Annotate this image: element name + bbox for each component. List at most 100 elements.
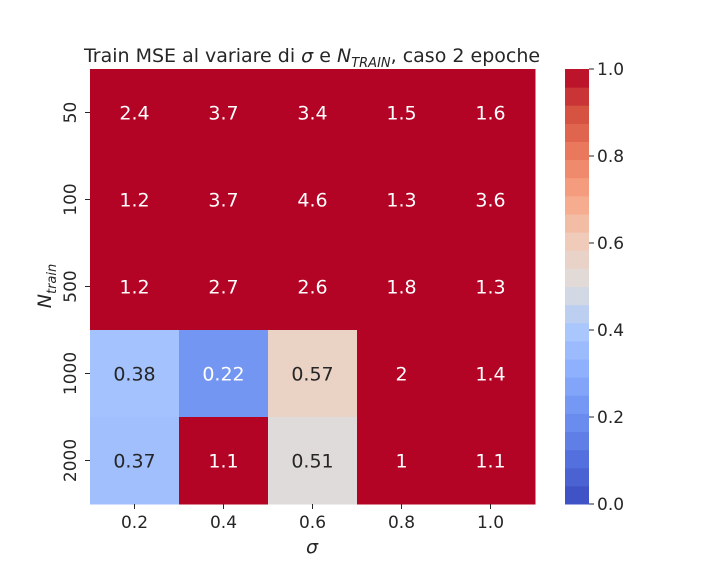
heatmap-cell <box>357 417 447 505</box>
colorbar-tick-label: 1.0 <box>597 60 624 80</box>
colorbar-segment <box>565 413 589 432</box>
colorbar-tick-label: 0.4 <box>597 321 624 341</box>
colorbar-segment <box>565 105 589 124</box>
colorbar-tick-label: 0.0 <box>597 495 624 515</box>
heatmap-cell <box>357 156 447 244</box>
heatmap-cell <box>446 243 536 331</box>
cell-annotation: 1.3 <box>475 277 505 299</box>
cell-annotation: 2 <box>395 364 407 386</box>
heatmap-cell <box>179 243 269 331</box>
colorbar-segment <box>565 232 589 251</box>
colorbar-segment <box>565 250 589 269</box>
cell-annotation: 1.4 <box>475 364 505 386</box>
colorbar-segment <box>565 395 589 414</box>
heatmap-annotations: 2.4 3.7 3.4 1.5 1.6 1.2 3.7 4.6 1.3 3.6 1.2 2.7 2.6 1… <box>113 103 505 473</box>
cell-annotation: 1.2 <box>119 277 149 299</box>
heatmap-cell <box>357 243 447 331</box>
colorbar-segment <box>565 268 589 287</box>
cell-annotation: 3.7 <box>208 190 238 212</box>
heatmap-cell <box>446 69 536 157</box>
y-tick-label: 500 <box>61 270 81 302</box>
colorbar-segment <box>565 141 589 161</box>
cell-annotation: 3.7 <box>208 103 238 125</box>
heatmap-cell <box>357 330 447 418</box>
x-axis-label: σ <box>306 536 319 558</box>
colorbar-segment <box>565 69 589 88</box>
colorbar-segment <box>565 449 589 469</box>
y-tick-label: 1000 <box>61 352 81 395</box>
cell-annotation: 1.5 <box>386 103 416 125</box>
colorbar <box>565 69 589 505</box>
y-axis-label: Ntrain <box>34 264 60 308</box>
cell-annotation: 1.1 <box>208 451 238 473</box>
heatmap-cell <box>179 330 269 418</box>
heatmap-cell <box>90 417 180 505</box>
heatmap-cells <box>90 69 536 505</box>
colorbar-segment <box>565 359 589 378</box>
cell-annotation: 3.6 <box>475 190 505 212</box>
cell-annotation: 1.1 <box>475 451 505 473</box>
colorbar-segment <box>565 340 589 360</box>
colorbar-tick-label: 0.8 <box>597 147 624 167</box>
colorbar-segment <box>565 123 589 142</box>
cell-annotation: 0.38 <box>113 364 155 386</box>
x-axis-ticks: 0.2 0.4 0.6 0.8 1.0 <box>121 504 504 533</box>
colorbar-segment <box>565 286 589 306</box>
y-axis-ticks: 50 100 500 1000 2000 <box>61 102 90 482</box>
x-tick-label: 0.8 <box>388 513 415 533</box>
x-tick-label: 0.6 <box>299 513 326 533</box>
colorbar-tick-label: 0.6 <box>597 234 624 254</box>
heatmap-cell <box>268 69 358 157</box>
heatmap-cell <box>268 417 358 505</box>
heatmap-cell <box>446 330 536 418</box>
x-tick-label: 0.2 <box>121 513 148 533</box>
cell-annotation: 2.6 <box>297 277 327 299</box>
heatmap-cell <box>90 330 180 418</box>
cell-annotation: 1 <box>395 451 407 473</box>
cell-annotation: 0.22 <box>202 364 244 386</box>
colorbar-tick-label: 0.2 <box>597 408 624 428</box>
heatmap-cell <box>90 243 180 331</box>
colorbar-segment <box>565 159 589 179</box>
cell-annotation: 0.37 <box>113 451 155 473</box>
colorbar-segment <box>565 467 589 487</box>
cell-annotation: 4.6 <box>297 190 327 212</box>
cell-annotation: 1.8 <box>386 277 416 299</box>
x-tick-label: 0.4 <box>210 513 237 533</box>
cell-annotation: 0.51 <box>291 451 333 473</box>
heatmap-cell <box>357 69 447 157</box>
cell-annotation: 1.2 <box>119 190 149 212</box>
cell-annotation: 2.4 <box>119 103 149 125</box>
heatmap-cell <box>179 69 269 157</box>
cell-annotation: 0.57 <box>291 364 333 386</box>
colorbar-segment <box>565 304 589 324</box>
colorbar-segment <box>565 195 589 215</box>
heatmap-cell <box>446 156 536 244</box>
heatmap-cell <box>90 69 180 157</box>
y-tick-label: 2000 <box>61 439 81 482</box>
colorbar-segment <box>565 485 589 505</box>
heatmap-cell <box>268 243 358 331</box>
colorbar-segment <box>565 87 589 106</box>
cell-annotation: 3.4 <box>297 103 327 125</box>
cell-annotation: 1.6 <box>475 103 505 125</box>
heatmap-cell <box>179 156 269 244</box>
heatmap-cell <box>268 330 358 418</box>
heatmap-cell <box>268 156 358 244</box>
colorbar-segment <box>565 322 589 342</box>
cell-annotation: 2.7 <box>208 277 238 299</box>
colorbar-ticks: 0.0 0.2 0.4 0.6 0.8 1.0 <box>589 60 624 515</box>
heatmap-cell <box>90 156 180 244</box>
colorbar-segment <box>565 177 589 197</box>
heatmap-cell <box>179 417 269 505</box>
colorbar-segment <box>565 377 589 396</box>
colorbar-segment <box>565 431 589 451</box>
x-tick-label: 1.0 <box>477 513 504 533</box>
colorbar-segment <box>565 214 589 233</box>
y-tick-label: 50 <box>61 102 81 124</box>
y-tick-label: 100 <box>61 183 81 215</box>
cell-annotation: 1.3 <box>386 190 416 212</box>
chart-title: Train MSE al variare di σ e NTRAIN, caso… <box>83 45 540 71</box>
